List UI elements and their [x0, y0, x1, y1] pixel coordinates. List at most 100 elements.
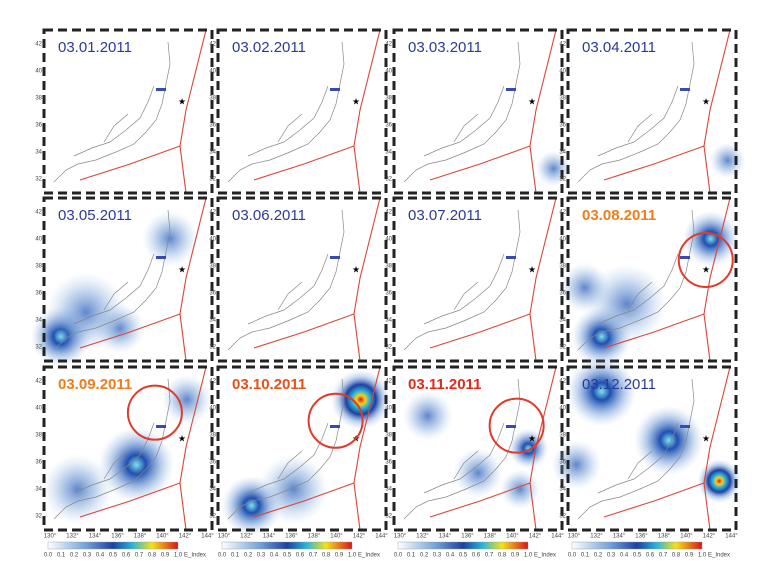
- epicenter-star: ★: [178, 433, 186, 443]
- longitude-tick: 142°: [179, 534, 192, 540]
- longitude-tick: 134°: [263, 534, 276, 540]
- latitude-tick: 38: [209, 433, 216, 439]
- heat-blob: [453, 447, 503, 498]
- epicenter-star: ★: [528, 433, 536, 443]
- longitude-tick: 138°: [484, 534, 497, 540]
- longitude-tick: 130°: [394, 534, 407, 540]
- colorbar: 0.0 0.1 0.2 0.3 0.4 0.5 0.6 0.7 0.8 0.9 1.0 E_Index: [568, 541, 730, 559]
- colorbar-tick: 0.7: [659, 553, 668, 559]
- colorbar-tick: 0.1: [57, 553, 66, 559]
- longitude-tick: 132°: [240, 534, 253, 540]
- latitude-tick: 38: [385, 264, 392, 270]
- latitude-tick: 40: [385, 69, 392, 75]
- latitude-tick: 32: [385, 514, 392, 520]
- colorbar-tick: 0.4: [270, 553, 279, 559]
- panel-date: 03.05.2011: [58, 207, 132, 224]
- latitude-tick: 34: [209, 487, 216, 493]
- coastline: [53, 209, 171, 351]
- map-background: [218, 198, 386, 361]
- plate-boundary: [79, 366, 207, 531]
- anomaly-circle: [677, 231, 734, 288]
- latitude-tick: 40: [209, 237, 216, 243]
- plate-boundary: [79, 29, 207, 194]
- anomaly-circle: [126, 384, 183, 441]
- longitude-tick: 142°: [353, 534, 366, 540]
- latitude-tick: 38: [559, 264, 566, 270]
- map-background: [568, 30, 736, 193]
- colorbar-tick: 0.4: [96, 553, 105, 559]
- colorbar-tick: 0.7: [135, 553, 144, 559]
- station-label: [680, 88, 690, 91]
- heat-blob: [551, 439, 602, 490]
- panel-border: [392, 196, 564, 363]
- coastline: [577, 209, 695, 351]
- station-label: [506, 88, 516, 91]
- map-panel: ★ 03.06.2011 42 40 38 36 34 32: [209, 196, 388, 363]
- latitude-tick: 32: [559, 345, 566, 351]
- latitude-tick: 34: [35, 318, 42, 324]
- colorbar-tick: 0.7: [485, 553, 494, 559]
- colorbar-tick: 0.1: [231, 553, 240, 559]
- colorbar-tick: 1.0: [348, 553, 357, 559]
- longitude-tick: 132°: [590, 534, 603, 540]
- panel-date: 03.06.2011: [232, 207, 306, 224]
- latitude-tick: 32: [209, 177, 216, 183]
- station-label: [680, 425, 690, 428]
- colorbar: 0.0 0.1 0.2 0.3 0.4 0.5 0.6 0.7 0.8 0.9 1.0 E_Index: [218, 541, 380, 559]
- panel-border: [392, 365, 564, 532]
- latitude-tick: 42: [209, 42, 216, 48]
- latitude-tick: 34: [385, 318, 392, 324]
- latitude-tick: 36: [385, 123, 392, 129]
- latitude-tick: 34: [385, 487, 392, 493]
- panel-border: [216, 196, 388, 363]
- colorbar-label: E_Index: [708, 553, 730, 559]
- colorbar-tick: 0.8: [322, 553, 331, 559]
- latitude-tick: 32: [209, 514, 216, 520]
- colorbar-tick: 0.9: [161, 553, 170, 559]
- epicenter-star: ★: [528, 264, 536, 274]
- coastline: [227, 378, 345, 520]
- latitude-tick: 42: [559, 42, 566, 48]
- colorbar-label: E_Index: [358, 553, 380, 559]
- plate-boundary: [429, 366, 557, 531]
- latitude-tick: 36: [35, 291, 42, 297]
- latitude-tick: 32: [385, 177, 392, 183]
- latitude-tick: 34: [559, 487, 566, 493]
- coastline: [227, 209, 345, 351]
- heat-blob: [258, 454, 329, 525]
- plate-boundary: [253, 197, 381, 362]
- colorbar: 0.0 0.1 0.2 0.3 0.4 0.5 0.6 0.7 0.8 0.9 1.0 E_Index: [44, 541, 206, 559]
- panel-date: 03.11.2011: [408, 376, 481, 393]
- latitude-tick: 40: [559, 237, 566, 243]
- coastline: [403, 41, 521, 183]
- map-background: [218, 30, 386, 193]
- colorbar-scale: [571, 541, 703, 550]
- latitude-tick: 38: [559, 96, 566, 102]
- epicenter-star: ★: [178, 264, 186, 274]
- latitude-tick: 36: [385, 460, 392, 466]
- latitude-tick: 36: [385, 291, 392, 297]
- anomaly-circle: [307, 392, 364, 449]
- colorbar-label: E_Index: [184, 553, 206, 559]
- longitude-tick: 136°: [111, 534, 124, 540]
- latitude-tick: 40: [385, 237, 392, 243]
- latitude-tick: 36: [559, 460, 566, 466]
- colorbar-tick: 0.5: [459, 553, 468, 559]
- colorbar-tick: 1.0: [524, 553, 533, 559]
- colorbar-scale: [47, 541, 179, 550]
- longitude-tick: 130°: [218, 534, 231, 540]
- station-label: [156, 88, 166, 91]
- colorbar-tick: 0.3: [257, 553, 266, 559]
- latitude-tick: 36: [35, 460, 42, 466]
- colorbar-tick: 0.4: [620, 553, 629, 559]
- plate-boundary: [429, 29, 557, 194]
- latitude-tick: 36: [209, 460, 216, 466]
- panel-border: [216, 365, 388, 532]
- panel-border: [566, 28, 738, 195]
- heat-blob: [559, 262, 610, 313]
- colorbar-tick: 0.3: [83, 553, 92, 559]
- colorbar-tick: 0.2: [420, 553, 429, 559]
- station-label: [506, 425, 516, 428]
- latitude-tick: 42: [559, 210, 566, 216]
